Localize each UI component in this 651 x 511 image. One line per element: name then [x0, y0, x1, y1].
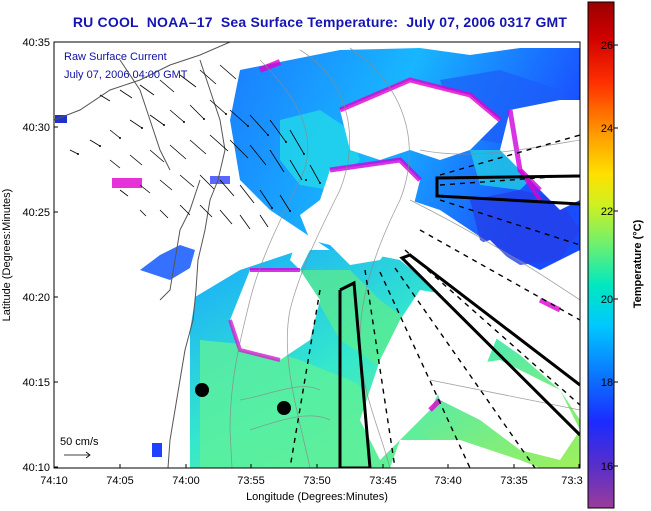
sst-field — [54, 42, 580, 468]
x-tick-label: 74:00 — [172, 475, 200, 487]
station-marker — [195, 383, 209, 397]
current-label: Raw Surface Current — [64, 51, 167, 63]
x-tick-label: 73:40 — [434, 475, 462, 487]
y-tick-label: 40:10 — [22, 462, 50, 474]
scale-arrow-icon — [64, 451, 91, 459]
x-tick-label: 74:10 — [40, 475, 68, 487]
x-tick-label: 73:55 — [237, 475, 265, 487]
station-marker — [277, 401, 291, 415]
scale-label: 50 cm/s — [60, 436, 99, 448]
y-tick-label: 40:30 — [22, 122, 50, 134]
y-tick-label: 40:15 — [22, 377, 50, 389]
x-tick-label: 73:3 — [561, 475, 582, 487]
x-axis-label: Longitude (Degrees:Minutes) — [246, 491, 388, 503]
x-tick-label: 74:05 — [106, 475, 134, 487]
current-time: July 07, 2006 04:00 GMT — [64, 69, 188, 81]
x-tick-labels: 74:10 74:05 74:00 73:55 73:50 73:45 73:4… — [40, 475, 582, 487]
x-tick-label: 73:35 — [500, 475, 528, 487]
y-tick-label: 40:35 — [22, 37, 50, 49]
x-tick-label: 73:45 — [369, 475, 397, 487]
y-tick-label: 40:25 — [22, 207, 50, 219]
y-tick-labels: 40:35 40:30 40:25 40:20 40:15 40:10 — [22, 37, 50, 474]
y-axis-label: Latitude (Degrees:Minutes) — [1, 189, 13, 322]
x-tick-label: 73:50 — [303, 475, 331, 487]
y-tick-label: 40:20 — [22, 292, 50, 304]
map-title: RU COOL NOAA–17 Sea Surface Temperature:… — [72, 14, 568, 30]
